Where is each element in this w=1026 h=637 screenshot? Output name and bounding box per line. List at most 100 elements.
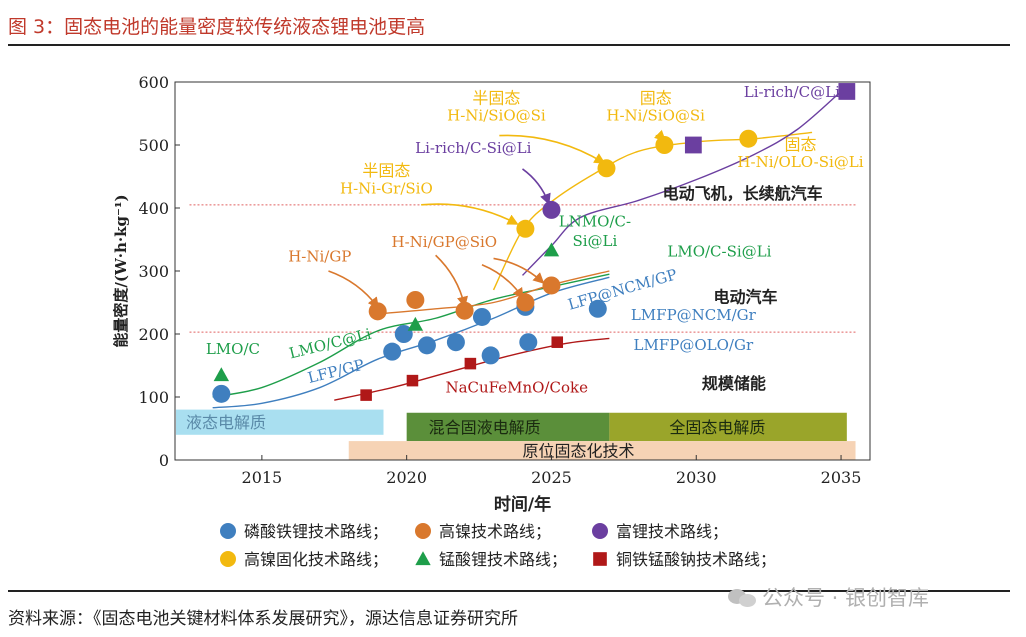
point-li_rich-0 [542, 200, 561, 219]
y-tick-label-100: 100 [138, 388, 169, 407]
y-tick-label-200: 200 [138, 325, 169, 344]
annotation-1: 半固态 [472, 88, 520, 107]
annotation-14: LMO/C-Si@Li [667, 243, 771, 261]
point-na-3 [551, 336, 564, 348]
y-tick-label-0: 0 [159, 451, 169, 470]
annotation-0: Li-rich/C@Li [744, 83, 840, 101]
annotation-2: H-Ni/SiO@Si [447, 106, 546, 124]
y-tick-label-600: 600 [138, 73, 169, 92]
point-lfp-8 [519, 333, 538, 352]
annotation-11: LNMO/C- [559, 212, 631, 230]
arrow-0 [328, 270, 380, 309]
legend-marker-1 [415, 523, 431, 539]
annotation-19: LMO/C [206, 340, 260, 358]
axes: 0 100 200 300 400 500 600 2015 2020 2025 2030 2035 时… [112, 73, 871, 515]
band-label-0: 液态电解质 [186, 413, 266, 432]
annotation-7: H-Ni-Gr/SiO [340, 180, 433, 198]
annotation-6: 半固态 [362, 161, 410, 180]
top-rule [8, 44, 1010, 46]
legend-marker-0 [220, 523, 236, 539]
annotation-10: 电动飞机，长续航汽车 [663, 184, 823, 203]
wechat-icon [728, 587, 756, 607]
band-1 [406, 412, 610, 442]
source-note: 资料来源：《固态电池关键材料体系发展研究》，源达信息证券研究所 [8, 609, 518, 629]
point-lfp-5 [472, 307, 491, 326]
band-0 [176, 409, 384, 435]
legend-marker-5 [593, 552, 607, 566]
x-tick-label-2035: 2035 [821, 468, 862, 487]
point-lmo-1 [407, 316, 424, 331]
band-3 [348, 441, 856, 460]
trend-curve-li_rich [521, 90, 842, 276]
point-lfp-9 [588, 299, 607, 318]
annotation-15: H-Ni/GP [288, 248, 351, 266]
annotation-21: LMFP@OLO/Gr [634, 336, 754, 354]
point-high_ni-0 [368, 302, 387, 321]
x-tick-label-2025: 2025 [531, 468, 572, 487]
arrow-3 [493, 257, 545, 284]
point-li_rich_solid-0 [684, 136, 702, 154]
point-na-1 [406, 374, 419, 387]
annotation-4: H-Ni/SiO@Si [606, 106, 705, 124]
legend-marker-2 [592, 523, 608, 539]
trend-curve-lfp [212, 276, 610, 409]
band-label-1: 混合固液电解质 [429, 418, 541, 437]
band-label-3: 原位固态化技术 [523, 442, 635, 461]
legend-label-2: 富锂技术路线； [616, 522, 728, 541]
legend-label-0: 磷酸铁锂技术路线； [244, 522, 388, 541]
annotation-22: LFP/GP [306, 356, 366, 387]
trend-curve-na [334, 337, 610, 401]
band-2 [609, 412, 847, 442]
point-na-2 [464, 357, 477, 370]
annotation-5: Li-rich/C-Si@Li [415, 139, 531, 157]
y-tick-label-400: 400 [138, 199, 169, 218]
x-axis-label: 时间/年 [494, 494, 551, 515]
annotation-13: H-Ni/GP@SiO [392, 233, 498, 251]
point-solid_high_ni-3 [739, 129, 758, 148]
point-lfp-1 [383, 342, 402, 361]
y-tick-label-500: 500 [138, 136, 169, 155]
legend-label-5: 铜铁锰酸钠技术路线； [616, 550, 776, 569]
legend-marker-3 [220, 551, 236, 567]
reference-lines [189, 204, 856, 333]
legend-label-4: 锰酸锂技术路线； [439, 550, 567, 569]
watermark-text: 公众号 · 银创智库 [762, 586, 930, 610]
point-high_ni-3 [516, 293, 535, 312]
annotation-3: 固态 [640, 88, 672, 107]
legend: 磷酸铁锂技术路线； 高镍技术路线； 富锂技术路线； 高镍固化技术路线； 锰酸锂技术路线；… [220, 522, 776, 569]
trend-curve-high_ni [377, 270, 610, 315]
point-solid_high_ni-2 [655, 136, 674, 154]
point-lmo-0 [213, 367, 230, 382]
x-tick-label-2020: 2020 [386, 468, 427, 487]
point-lmo-2 [543, 242, 560, 257]
point-na-0 [360, 389, 372, 401]
annotation-18: LMFP@NCM/Gr [631, 306, 757, 324]
arrow-2 [481, 263, 524, 300]
x-tick-label-2015: 2015 [242, 468, 283, 487]
annotation-17: 电动汽车 [713, 288, 777, 307]
data-points [212, 83, 856, 403]
point-lfp-3 [417, 336, 436, 355]
legend-marker-4 [415, 551, 431, 566]
band-label-2: 全固态电解质 [669, 418, 765, 437]
annotation-24: 规模储能 [702, 374, 766, 393]
point-lfp-2 [394, 325, 413, 343]
annotation-8: 固态 [784, 135, 816, 154]
figure-title: 图 3：固态电池的能量密度较传统液态锂电池更高 [8, 16, 426, 38]
arrow-4 [499, 134, 606, 164]
annotation-9: H-Ni/OLO-Si@Li [737, 153, 863, 171]
annotation-12: Si@Li [572, 232, 617, 250]
y-axis-label: 能量密度/(W·h·kg⁻¹) [112, 194, 130, 347]
point-lfp-4 [446, 333, 465, 352]
point-lfp-6 [481, 346, 500, 365]
legend-label-3: 高镍固化技术路线； [244, 550, 388, 569]
arrow-6 [421, 203, 519, 225]
watermark: 公众号 · 银创智库 [728, 582, 929, 612]
annotation-23: NaCuFeMnO/Coke [445, 379, 588, 397]
annotation-arrows [328, 129, 667, 309]
arrow-7 [522, 168, 551, 206]
point-high_ni-2 [455, 301, 474, 320]
point-solid_high_ni-0 [516, 219, 535, 238]
